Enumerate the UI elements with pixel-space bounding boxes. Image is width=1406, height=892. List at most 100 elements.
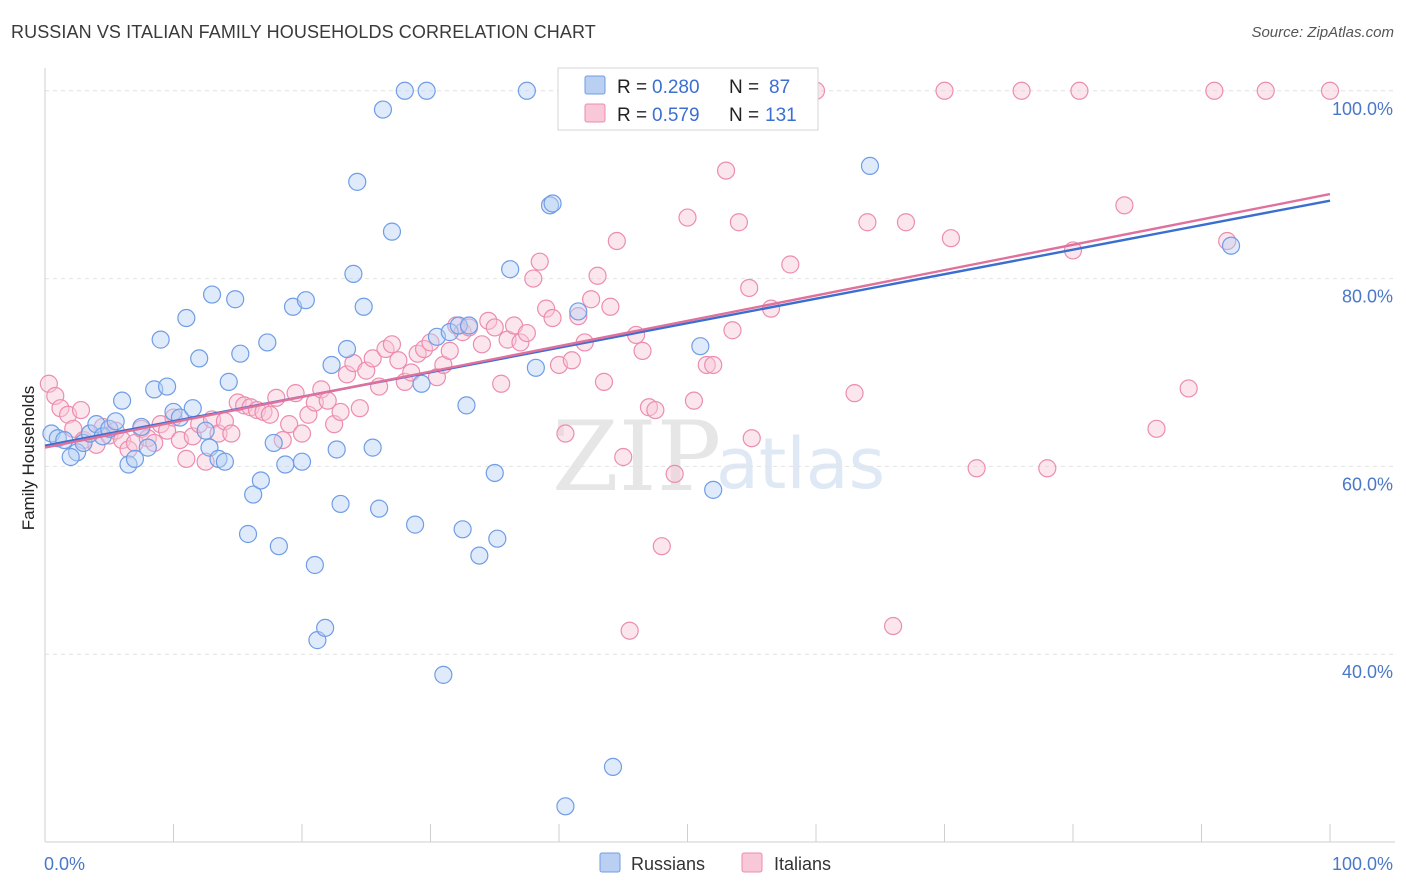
point-russians-42 [305, 555, 324, 575]
point-russians-81 [860, 156, 880, 176]
point-italians-125 [1256, 81, 1275, 100]
point-russians-77 [603, 757, 623, 776]
point-italians-82 [569, 307, 588, 326]
point-russians-21 [177, 308, 196, 328]
point-italians-87 [601, 297, 620, 316]
point-italians-85 [588, 266, 607, 285]
point-italians-69 [485, 318, 504, 337]
point-italians-75 [524, 269, 543, 288]
point-russians-26 [202, 285, 222, 304]
point-italians-73 [511, 333, 530, 352]
y-tick-label-1: 60.0% [1342, 474, 1393, 494]
point-russians-31 [231, 344, 250, 363]
point-italians-68 [479, 311, 498, 330]
legend-r-value-russians: 0.280 [652, 77, 700, 98]
point-russians-34 [251, 471, 270, 490]
point-russians-33 [244, 485, 263, 504]
legend-swatch-italians [584, 103, 606, 123]
point-italians-54 [382, 335, 402, 354]
point-italians-77 [537, 299, 556, 318]
point-italians-35 [260, 405, 279, 424]
point-russians-71 [517, 81, 536, 100]
y-tick-label-2: 80.0% [1342, 287, 1393, 307]
point-italians-102 [723, 321, 742, 340]
point-italians-84 [582, 290, 601, 309]
watermark-zip: ZIP [552, 401, 721, 513]
trend-lines [44, 192, 1331, 449]
point-russians-70 [501, 260, 520, 279]
point-russians-44 [316, 618, 335, 638]
chart-title: RUSSIAN VS ITALIAN FAMILY HOUSEHOLDS COR… [11, 22, 596, 42]
point-russians-53 [370, 499, 389, 518]
point-italians-13 [119, 440, 138, 459]
point-russians-80 [704, 480, 723, 499]
point-italians-22 [177, 449, 196, 468]
point-italians-114 [941, 229, 961, 248]
point-russians-36 [264, 433, 283, 453]
point-russians-56 [395, 81, 414, 100]
point-russians-57 [405, 515, 425, 534]
point-italians-117 [1038, 459, 1057, 478]
point-italians-107 [781, 255, 800, 274]
point-italians-120 [1115, 196, 1134, 215]
point-italians-105 [742, 429, 761, 448]
point-russians-55 [382, 222, 402, 241]
point-russians-17 [151, 330, 170, 349]
data-points [39, 81, 1340, 816]
point-italians-109 [845, 384, 864, 403]
point-russians-54 [373, 100, 393, 119]
x-tick-label-0: 0.0% [44, 854, 85, 874]
legend-n-value-italians: 131 [765, 105, 797, 126]
point-italians-103 [729, 213, 749, 232]
point-russians-15 [138, 438, 157, 457]
point-italians-121 [1147, 419, 1166, 438]
point-italians-74 [517, 323, 536, 343]
legend-r-value-italians: 0.579 [652, 105, 700, 126]
point-italians-63 [440, 341, 459, 360]
x-tick-label-1: 100.0% [1332, 854, 1393, 874]
point-russians-28 [215, 452, 234, 471]
point-russians-59 [417, 81, 436, 100]
point-russians-58 [412, 374, 431, 393]
point-russians-18 [157, 377, 177, 396]
point-italians-99 [697, 355, 716, 375]
point-italians-116 [1012, 81, 1031, 100]
point-italians-98 [684, 391, 704, 410]
source-label: Source: ZipAtlas.com [1251, 24, 1394, 41]
point-russians-47 [331, 494, 350, 514]
point-italians-95 [652, 537, 671, 556]
point-italians-101 [716, 161, 736, 180]
point-italians-67 [472, 335, 491, 354]
bottom-legend: Russians Italians [599, 852, 831, 874]
watermark-atlas: atlas [716, 423, 885, 505]
y-tick-label-3: 100.0% [1332, 99, 1393, 119]
point-russians-75 [556, 797, 575, 816]
point-italians-78 [543, 308, 562, 328]
point-russians-74 [543, 194, 562, 213]
point-russians-32 [238, 524, 258, 544]
point-russians-73 [540, 196, 560, 215]
point-russians-79 [691, 337, 710, 356]
point-italians-49 [350, 399, 369, 418]
point-russians-30 [226, 290, 245, 309]
point-italians-51 [363, 349, 382, 368]
point-russians-64 [453, 520, 472, 539]
y-axis-label: Family Households [19, 386, 38, 531]
point-italians-86 [594, 372, 614, 391]
point-russians-38 [276, 455, 295, 474]
point-italians-100 [704, 355, 723, 375]
point-italians-40 [292, 424, 312, 443]
point-russians-10 [106, 412, 125, 431]
axes [44, 68, 1395, 843]
point-italians-111 [883, 616, 903, 636]
legend-n-label-italians: N = [729, 105, 759, 126]
point-russians-69 [488, 529, 507, 548]
point-russians-4 [61, 447, 80, 467]
point-italians-122 [1179, 379, 1198, 398]
point-russians-76 [569, 302, 588, 321]
point-italians-38 [280, 415, 299, 434]
bottom-legend-label-russians: Russians [631, 854, 705, 874]
point-russians-66 [459, 316, 479, 335]
point-italians-115 [967, 459, 986, 478]
